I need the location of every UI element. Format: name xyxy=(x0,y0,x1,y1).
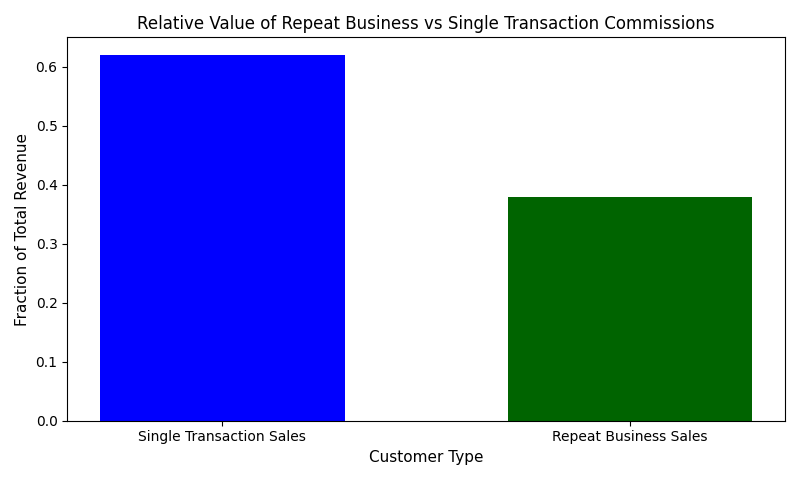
X-axis label: Customer Type: Customer Type xyxy=(369,450,483,465)
Bar xyxy=(508,197,752,421)
Title: Relative Value of Repeat Business vs Single Transaction Commissions: Relative Value of Repeat Business vs Sin… xyxy=(138,15,715,33)
Bar xyxy=(100,55,345,421)
Y-axis label: Fraction of Total Revenue: Fraction of Total Revenue xyxy=(15,132,30,325)
